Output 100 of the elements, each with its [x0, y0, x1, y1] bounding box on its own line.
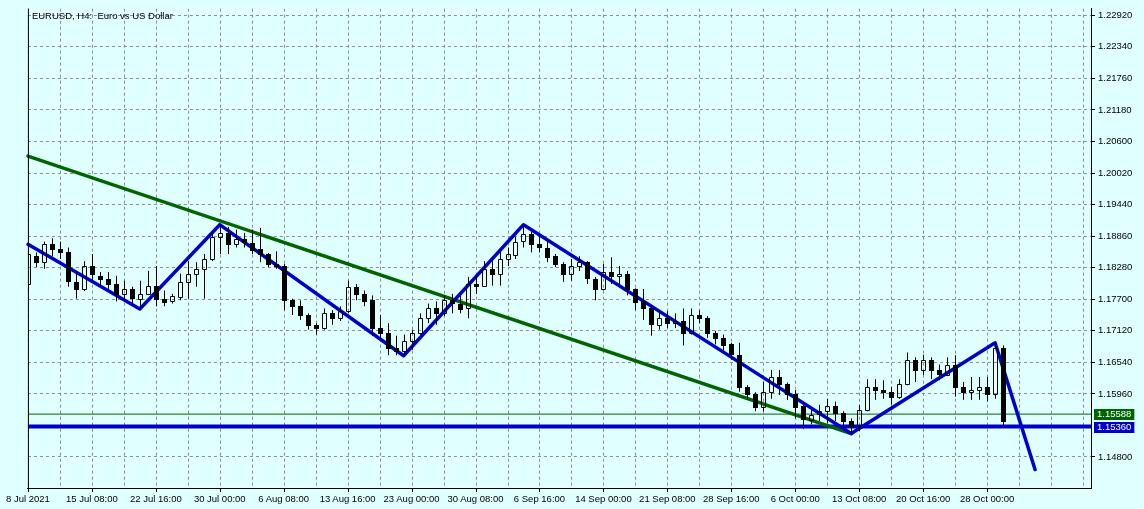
y-tick-label: 1.21760	[1098, 71, 1133, 83]
candlestick	[921, 354, 926, 376]
candlestick	[386, 322, 391, 356]
candlestick	[945, 356, 950, 376]
ref-line-label: 1.15360	[1097, 421, 1132, 433]
x-tick-label: 15 Jul 08:00	[65, 493, 118, 505]
candlestick	[857, 404, 862, 432]
candlestick	[258, 227, 263, 263]
candlestick	[154, 265, 159, 307]
candlestick	[609, 256, 614, 285]
y-tick-label: 1.17700	[1098, 292, 1133, 304]
candlestick	[202, 253, 207, 300]
x-tick-label: 22 Jul 16:00	[129, 493, 182, 505]
candlestick	[106, 271, 111, 290]
candlestick	[737, 342, 742, 393]
candlestick	[985, 376, 990, 402]
candlestick	[873, 378, 878, 401]
candlestick	[138, 280, 143, 310]
candlestick	[561, 261, 566, 283]
candlestick	[649, 308, 654, 337]
y-tick-label: 1.15960	[1098, 387, 1133, 399]
candlestick	[777, 369, 782, 396]
chart-title: EURUSD, H4: Euro vs US Dollar	[31, 10, 173, 22]
candlestick	[298, 299, 303, 321]
candlestick	[881, 379, 886, 400]
candlestick	[929, 356, 934, 380]
x-tick-label: 28 Oct 00:00	[959, 493, 1015, 505]
x-tick-label: 13 Oct 08:00	[832, 493, 887, 505]
y-tick-label: 1.16540	[1098, 355, 1133, 367]
y-tick-label: 1.14800	[1098, 450, 1133, 462]
candlestick	[785, 381, 790, 401]
candlestick	[953, 354, 958, 398]
ref-line-label: 1.15588	[1097, 408, 1132, 420]
x-tick-label: 13 Aug 16:00	[319, 493, 376, 505]
candlestick	[681, 307, 686, 346]
y-tick-label: 1.17120	[1098, 324, 1133, 336]
y-tick-label: 1.22340	[1098, 40, 1133, 52]
candlestick	[689, 307, 694, 336]
candlestick	[186, 260, 191, 300]
x-tick-label: 6 Oct 00:00	[770, 493, 820, 505]
candlestick	[50, 237, 55, 257]
candlestick	[657, 309, 662, 331]
x-tick-label: 14 Sep 00:00	[575, 493, 632, 505]
candlestick	[761, 381, 766, 412]
candlestick	[913, 356, 918, 383]
candlestick	[402, 334, 407, 357]
candlestick	[521, 224, 526, 249]
candlestick	[98, 271, 103, 288]
candlestick	[370, 294, 375, 337]
candlestick	[58, 241, 63, 260]
y-tick-label: 1.20020	[1098, 166, 1133, 178]
candlestick	[282, 263, 287, 311]
y-tick-label: 1.22920	[1098, 8, 1133, 20]
candlestick	[306, 312, 311, 331]
candlestick	[665, 310, 670, 329]
candlestick	[569, 258, 574, 282]
candlestick	[601, 263, 606, 292]
candlestick	[322, 307, 327, 331]
candlestick	[410, 329, 415, 351]
x-tick-label: 30 Jul 00:00	[193, 493, 246, 505]
candlestick	[617, 265, 622, 285]
candlestick	[274, 250, 279, 270]
candlestick	[234, 229, 239, 249]
y-tick-label: 1.19440	[1098, 198, 1133, 210]
candlestick	[825, 398, 830, 424]
candlestick	[330, 309, 335, 326]
x-tick-label: 6 Sep 16:00	[513, 493, 566, 505]
candlestick	[418, 312, 423, 336]
candlestick	[593, 276, 598, 301]
candlestick	[969, 376, 974, 401]
candlestick	[498, 250, 503, 287]
candlestick	[66, 247, 71, 288]
candlestick	[194, 261, 199, 288]
candlestick	[977, 376, 982, 401]
candlestick	[378, 314, 383, 340]
candlestick	[817, 404, 822, 422]
x-tick-label: 8 Jul 2021	[6, 493, 50, 505]
candlestick	[889, 386, 894, 406]
candlestick	[641, 288, 646, 321]
candlestick	[506, 247, 511, 267]
y-tick-label: 1.21180	[1098, 103, 1132, 115]
candlestick	[577, 255, 582, 272]
candlestick	[673, 312, 678, 329]
candlestick	[250, 229, 255, 255]
candlestick	[490, 256, 495, 287]
x-tick-label: 30 Aug 08:00	[447, 493, 504, 505]
candlestick	[466, 276, 471, 319]
x-tick-label: 20 Oct 16:00	[895, 493, 951, 505]
candlestick	[793, 389, 798, 419]
x-tick-label: 6 Aug 08:00	[258, 493, 310, 505]
y-tick-label: 1.18280	[1098, 261, 1133, 273]
candlestick	[545, 238, 550, 263]
y-tick-label: 1.20600	[1098, 135, 1133, 147]
candlestick	[314, 322, 319, 336]
candlestick	[90, 253, 95, 282]
x-tick-label: 23 Aug 00:00	[383, 493, 440, 505]
candlestick	[242, 232, 247, 249]
x-tick-label: 21 Sep 08:00	[639, 493, 696, 505]
candlestick	[961, 381, 966, 401]
y-tick-label: 1.18860	[1098, 229, 1133, 241]
